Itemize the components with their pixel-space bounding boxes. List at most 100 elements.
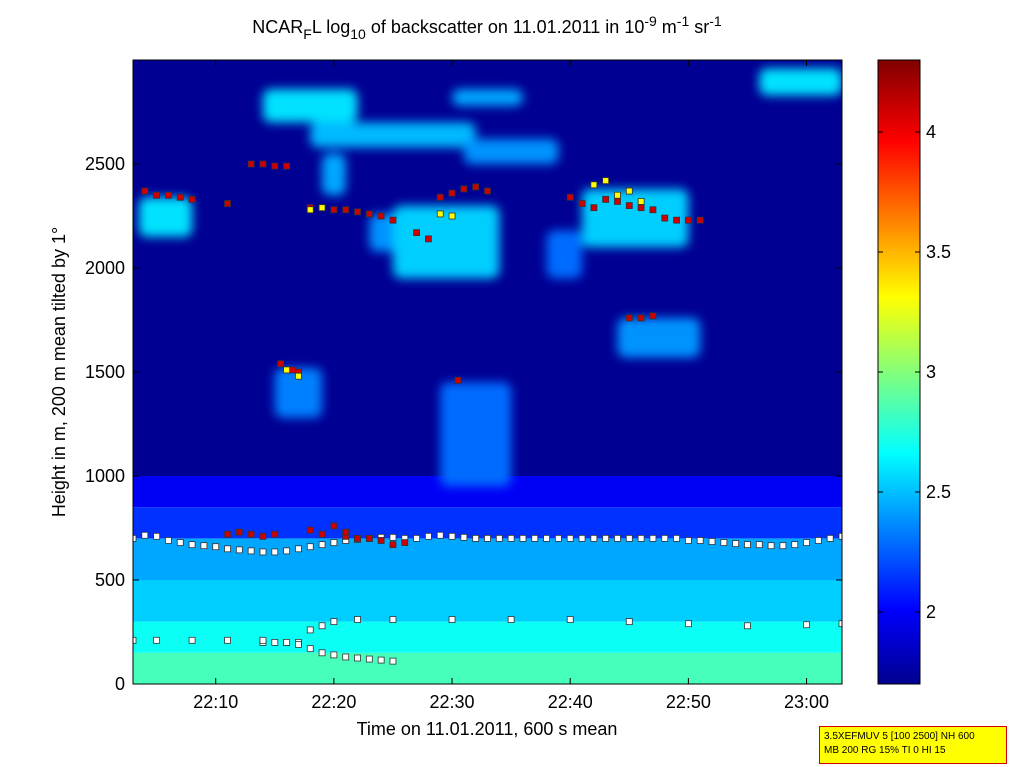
- series-3-point: [271, 162, 279, 170]
- y-axis: 0 500 1000 1500 2000 2500: [85, 154, 842, 694]
- series-0-point: [495, 535, 503, 542]
- cloud-patch-5: [392, 205, 500, 279]
- series-0-point: [153, 532, 161, 540]
- series-0-point: [224, 545, 231, 553]
- x-tick-label: 22:50: [666, 692, 711, 712]
- series-3-point: [661, 214, 669, 222]
- series-2-point: [295, 641, 302, 648]
- series-2-point: [389, 657, 397, 665]
- y-tick-label: 1000: [85, 466, 125, 486]
- series-0-point: [673, 535, 680, 542]
- series-1-point: [507, 616, 515, 623]
- series-0-point: [767, 542, 775, 550]
- series-0-point: [649, 535, 657, 542]
- series-0-point: [519, 535, 527, 542]
- series-3-point: [283, 162, 291, 170]
- series-3-point: [673, 216, 680, 224]
- series-3-point: [354, 208, 361, 216]
- series-3-point: [389, 541, 397, 549]
- cloud-patch-1: [262, 89, 358, 123]
- cloud-patch-0: [138, 197, 193, 237]
- series-0-point: [247, 547, 255, 555]
- series-4-point: [590, 181, 598, 189]
- series-3-point: [271, 530, 279, 538]
- colorbar: [877, 59, 921, 685]
- series-3-point: [235, 528, 243, 536]
- series-3-point: [277, 360, 285, 368]
- series-3-point: [684, 216, 692, 224]
- y-axis-label: Height in m, 200 m mean tilted by 1°: [49, 227, 69, 517]
- series-0-point: [306, 543, 314, 551]
- series-0-point: [566, 535, 574, 542]
- series-3-point: [484, 187, 491, 195]
- x-tick-label: 22:30: [430, 692, 475, 712]
- series-3-point: [425, 235, 432, 243]
- series-4-point: [602, 177, 610, 185]
- series-3-point: [224, 200, 231, 207]
- cloud-patch-12: [274, 367, 323, 418]
- series-0-point: [460, 533, 468, 541]
- series-4-point: [625, 187, 633, 195]
- cloud-patch-2: [310, 122, 476, 148]
- series-2-point: [365, 655, 373, 663]
- heatmap-layer-1: [133, 621, 842, 653]
- series-3-point: [625, 314, 633, 322]
- series-3-point: [306, 526, 314, 534]
- series-3-point: [401, 539, 409, 546]
- series-4-point: [614, 191, 621, 199]
- series-0-point: [295, 545, 302, 553]
- series-1-point: [625, 618, 633, 625]
- series-1-point: [684, 620, 692, 628]
- series-0-point: [602, 535, 610, 542]
- x-axis-label: Time on 11.01.2011, 600 s mean: [357, 719, 618, 739]
- info-line-2: MB 200 RG 15% TI 0 HI 15: [824, 745, 946, 756]
- series-3-point: [342, 206, 350, 214]
- series-1-point: [271, 639, 279, 646]
- cloud-patch-6: [452, 89, 523, 106]
- heatmap-layer-0: [133, 652, 842, 684]
- series-1-point: [330, 618, 338, 625]
- series-3-point: [389, 216, 397, 224]
- series-0-point: [484, 535, 491, 542]
- series-3-point: [318, 530, 326, 538]
- series-4-point: [295, 372, 302, 380]
- series-0-point: [720, 539, 728, 546]
- series-0-point: [531, 535, 539, 542]
- series-3-point: [566, 193, 574, 201]
- series-1-point: [744, 622, 751, 630]
- cloud-patch-13: [440, 382, 512, 487]
- series-2-point: [283, 639, 291, 646]
- series-3-point: [637, 204, 645, 212]
- series-0-point: [271, 548, 279, 556]
- series-0-point: [625, 535, 633, 542]
- y-tick-label: 500: [95, 570, 125, 590]
- series-3-point: [354, 535, 361, 542]
- series-3-point: [289, 366, 296, 374]
- y-tick-label: 1500: [85, 362, 125, 382]
- series-2-point: [306, 645, 314, 653]
- series-3-point: [590, 204, 598, 212]
- series-0-point: [413, 535, 421, 542]
- series-3-point: [649, 312, 657, 320]
- series-0-point: [578, 535, 586, 542]
- series-0-point: [661, 535, 669, 542]
- colorbar-tick-label: 3: [926, 362, 936, 382]
- y-tick-label: 2500: [85, 154, 125, 174]
- series-3-point: [377, 537, 385, 544]
- series-3-point: [614, 198, 621, 205]
- colorbar-tick-label: 2: [926, 602, 936, 622]
- series-3-point: [472, 183, 480, 191]
- series-2-point: [133, 636, 137, 644]
- series-0-point: [555, 535, 562, 542]
- series-0-point: [779, 542, 787, 550]
- plot-area: [133, 60, 842, 684]
- series-1-point: [448, 616, 456, 623]
- series-3-point: [141, 187, 149, 195]
- series-0-point: [614, 535, 621, 542]
- cloud-patch-3: [322, 153, 346, 196]
- series-3-point: [342, 528, 350, 536]
- series-0-point: [259, 548, 267, 556]
- series-3-point: [330, 206, 338, 214]
- series-2-point: [354, 654, 361, 662]
- series-0-point: [318, 541, 326, 549]
